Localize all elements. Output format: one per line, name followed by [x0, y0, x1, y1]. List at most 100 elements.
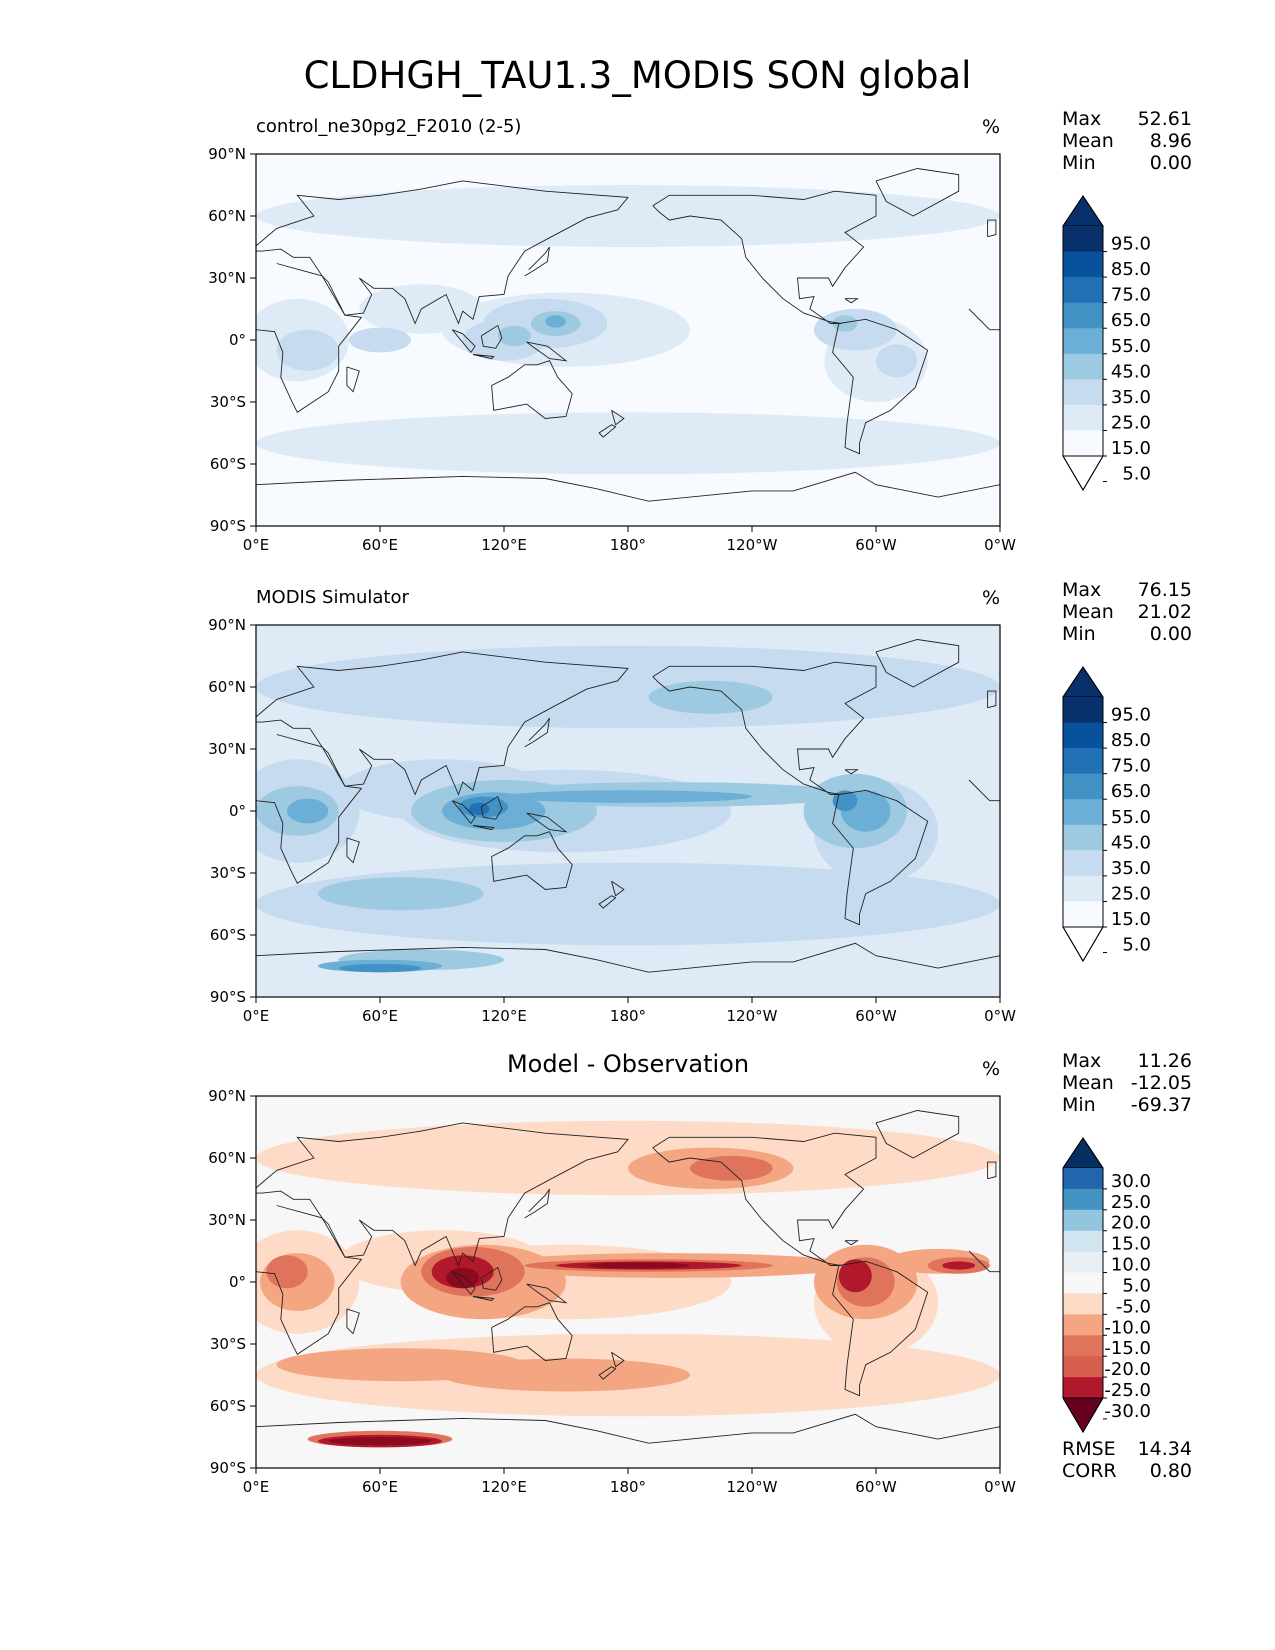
colorbar-segment [1063, 1168, 1103, 1190]
contour-region [586, 1262, 690, 1269]
colorbar-segment [1063, 1377, 1103, 1399]
lat-tick-label: 60°S [210, 926, 246, 944]
lon-tick-label: 120°E [481, 1478, 527, 1496]
colorbar-label: 10.0 [1111, 1255, 1151, 1276]
stats-block: Max 76.15 Mean 21.02 Min 0.00 [1062, 579, 1192, 645]
coastline [598, 895, 617, 909]
corr-row: CORR 0.80 [1062, 1460, 1192, 1482]
corr-value: 0.80 [1149, 1460, 1192, 1482]
coastline [987, 690, 997, 709]
lat-tick-label: 60°S [210, 1397, 246, 1415]
panel-units: % [982, 587, 1001, 609]
coastline [598, 1366, 617, 1380]
contour-region [287, 798, 329, 824]
lon-tick-label: 60°W [855, 1478, 897, 1496]
coastline [451, 329, 476, 354]
lat-tick-label: 30°S [210, 393, 246, 411]
map-svg: 90°N 60°N 30°N 0° 30°S 60°S 90°S0°E 60°E 120°E 18… [208, 1087, 1151, 1496]
colorbar-segment [1063, 1272, 1103, 1294]
coastline [526, 341, 568, 362]
colorbar-extend-bottom [1062, 1397, 1104, 1433]
colorbar-segment [1063, 251, 1103, 278]
colorbar-label: -15.0 [1104, 1338, 1151, 1359]
coastlines [256, 1110, 1000, 1444]
stat-label: Mean [1062, 601, 1114, 623]
coastline [652, 190, 877, 324]
stat-value: 0.00 [1149, 152, 1192, 174]
contour-region [256, 412, 1000, 475]
colorbar-segment [1063, 850, 1103, 877]
rmse-row: RMSE 14.34 [1062, 1438, 1192, 1460]
stat-row: Max 76.15 [1062, 579, 1192, 601]
colorbar-label: 5.0 [1122, 1275, 1151, 1296]
colorbar-label: -30.0 [1104, 1401, 1151, 1422]
colorbar-label: 95.0 [1111, 234, 1151, 255]
lon-tick-label: 120°E [481, 1007, 527, 1025]
coastline [524, 246, 550, 277]
coastline [875, 639, 960, 688]
lat-tick-label: 60°N [208, 1149, 246, 1167]
coastline [987, 219, 997, 238]
colorbar-segment [1063, 226, 1103, 253]
contour-region [497, 325, 531, 347]
stat-value: 76.15 [1137, 579, 1192, 601]
colorbar-label: 55.0 [1111, 807, 1151, 828]
colorbar-segment [1063, 799, 1103, 826]
map-svg: 90°N 60°N 30°N 0° 30°S 60°S 90°S0°E 60°E 120°E 18… [208, 616, 1151, 1025]
lat-tick-label: 90°N [208, 616, 246, 634]
colorbar-extend-top [1062, 666, 1104, 698]
coastline [480, 795, 503, 820]
stat-row: Max 52.61 [1062, 108, 1192, 130]
contour-region [328, 1437, 432, 1446]
stat-label: Max [1062, 1050, 1102, 1072]
stat-value: -12.05 [1130, 1072, 1192, 1094]
coastline [844, 298, 859, 304]
lat-tick-label: 30°N [208, 1211, 246, 1229]
lon-tick-label: 180° [610, 1007, 646, 1025]
colorbar-extend-top [1062, 195, 1104, 227]
colorbar: 95.0 85.0 75.0 65.0 55.0 45.0 35.0 25.0 15.0 5.0 [1062, 666, 1151, 962]
coastline [526, 812, 568, 833]
colorbar-segment [1063, 302, 1103, 329]
lon-tick-label: 60°W [855, 1007, 897, 1025]
colorbar-segment [1063, 1335, 1103, 1357]
lat-tick-label: 0° [229, 331, 246, 349]
coastline [652, 661, 877, 795]
coastline [491, 831, 573, 890]
colorbar-label: 95.0 [1111, 705, 1151, 726]
lat-tick-label: 60°S [210, 455, 246, 473]
coastline [968, 308, 1000, 331]
colorbar-label: 65.0 [1111, 781, 1151, 802]
stat-value: 8.96 [1149, 130, 1192, 152]
colorbar-segment [1063, 697, 1103, 724]
lat-tick-label: 30°N [208, 740, 246, 758]
stat-row: Mean 8.96 [1062, 130, 1192, 152]
stats-block: Max 11.26 Mean -12.05 Min -69.37 [1062, 1050, 1192, 1116]
contour-region [838, 1259, 872, 1293]
lon-tick-label: 0°W [984, 536, 1016, 554]
colorbar-segment [1063, 773, 1103, 800]
coastlines [256, 639, 1000, 973]
colorbar-segment [1063, 1251, 1103, 1274]
panel-units: % [982, 116, 1001, 138]
panel-title: MODIS Simulator [256, 587, 409, 608]
colorbar-segment [1063, 379, 1103, 406]
lon-tick-label: 0°E [243, 1478, 270, 1496]
stat-row: Min 0.00 [1062, 152, 1192, 174]
panel-title: control_ne30pg2_F2010 (2-5) [256, 116, 522, 137]
coastline [611, 1351, 625, 1368]
contour-region [545, 315, 566, 328]
colorbar-label: -20.0 [1104, 1359, 1151, 1380]
colorbar-segment [1063, 1188, 1103, 1211]
lat-tick-label: 60°N [208, 207, 246, 225]
contour-region [648, 680, 773, 714]
stat-label: Min [1062, 1094, 1096, 1116]
colorbar-label: 75.0 [1111, 285, 1151, 306]
corr-label: CORR [1062, 1460, 1117, 1482]
colorbar-label: 15.0 [1111, 1234, 1151, 1255]
contour-region [276, 329, 339, 371]
lon-tick-label: 60°E [362, 536, 398, 554]
map-panel: control_ne30pg2_F2010 (2-5)% Max 52.61 Mean… [0, 0, 1275, 554]
contour-region [468, 802, 490, 816]
contour-field [256, 1120, 1000, 1448]
